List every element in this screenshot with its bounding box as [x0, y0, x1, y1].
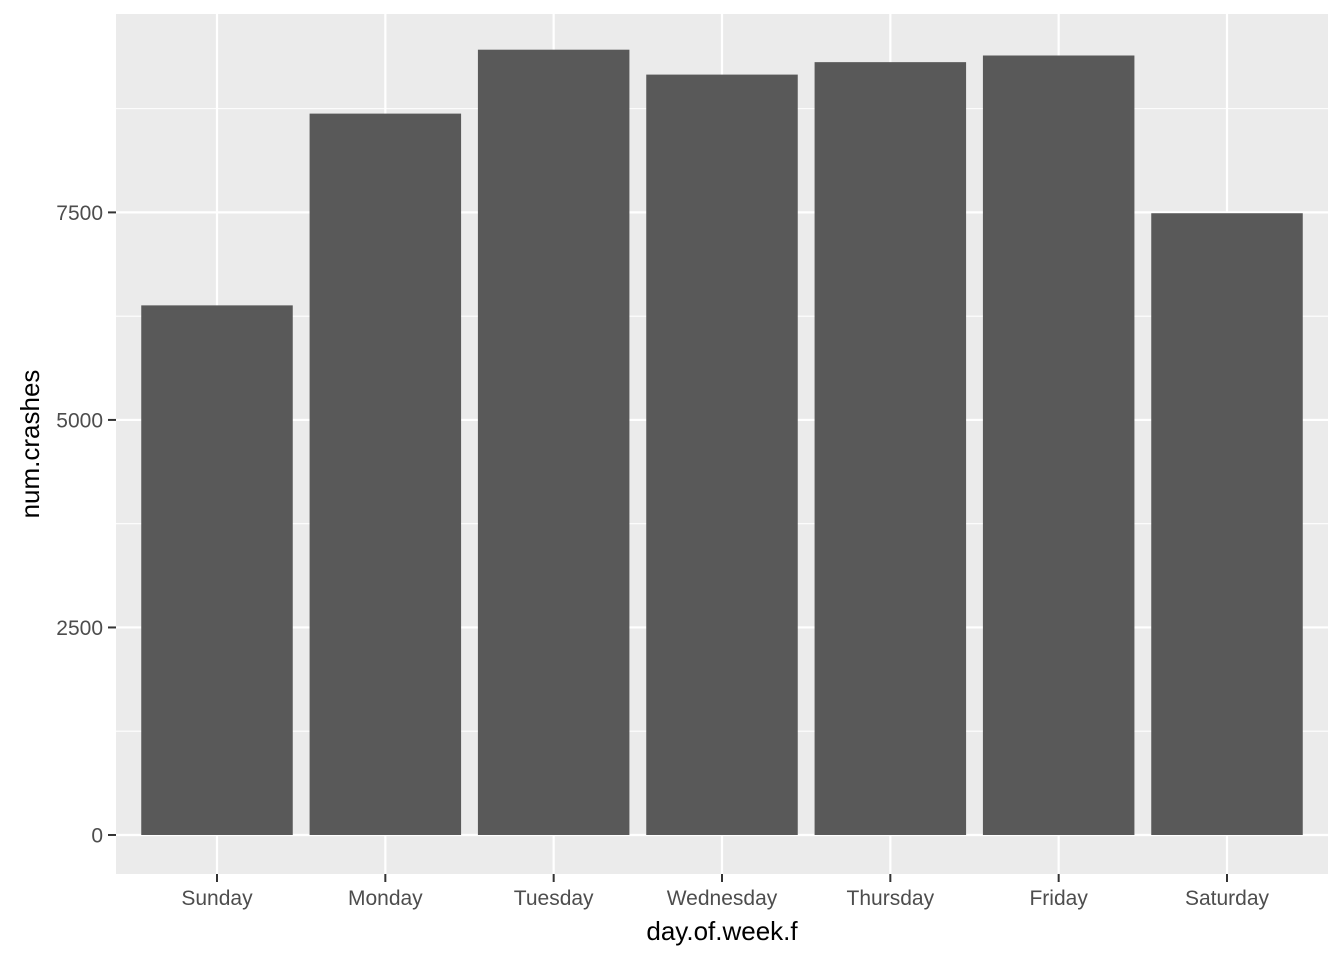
x-tick-label: Wednesday: [667, 887, 778, 910]
bar-sunday: [141, 305, 293, 835]
y-tick-label: 0: [91, 824, 103, 847]
bar-thursday: [814, 62, 967, 835]
x-tick-label: Tuesday: [514, 887, 594, 910]
bars: [141, 49, 1303, 835]
y-tick-label: 5000: [56, 409, 103, 432]
x-tick-label: Thursday: [847, 887, 935, 910]
x-axis-title: day.of.week.f: [646, 916, 798, 946]
bar-friday: [982, 55, 1135, 835]
bar-monday: [309, 113, 462, 835]
y-tick-label: 7500: [56, 202, 103, 225]
bar-saturday: [1151, 213, 1303, 835]
y-axis-title: num.crashes: [15, 370, 45, 519]
x-tick-label: Sunday: [181, 887, 253, 910]
bar-wednesday: [646, 74, 798, 835]
x-tick-label: Friday: [1029, 887, 1088, 910]
bar-tuesday: [477, 49, 630, 835]
x-tick-label: Monday: [348, 887, 423, 910]
y-tick-label: 2500: [56, 617, 103, 640]
y-axis: 0 2500 5000 7500: [56, 202, 116, 847]
x-axis: Sunday Monday Tuesday Wednesday Thursday Frid…: [181, 874, 1270, 910]
x-tick-label: Saturday: [1185, 887, 1270, 910]
